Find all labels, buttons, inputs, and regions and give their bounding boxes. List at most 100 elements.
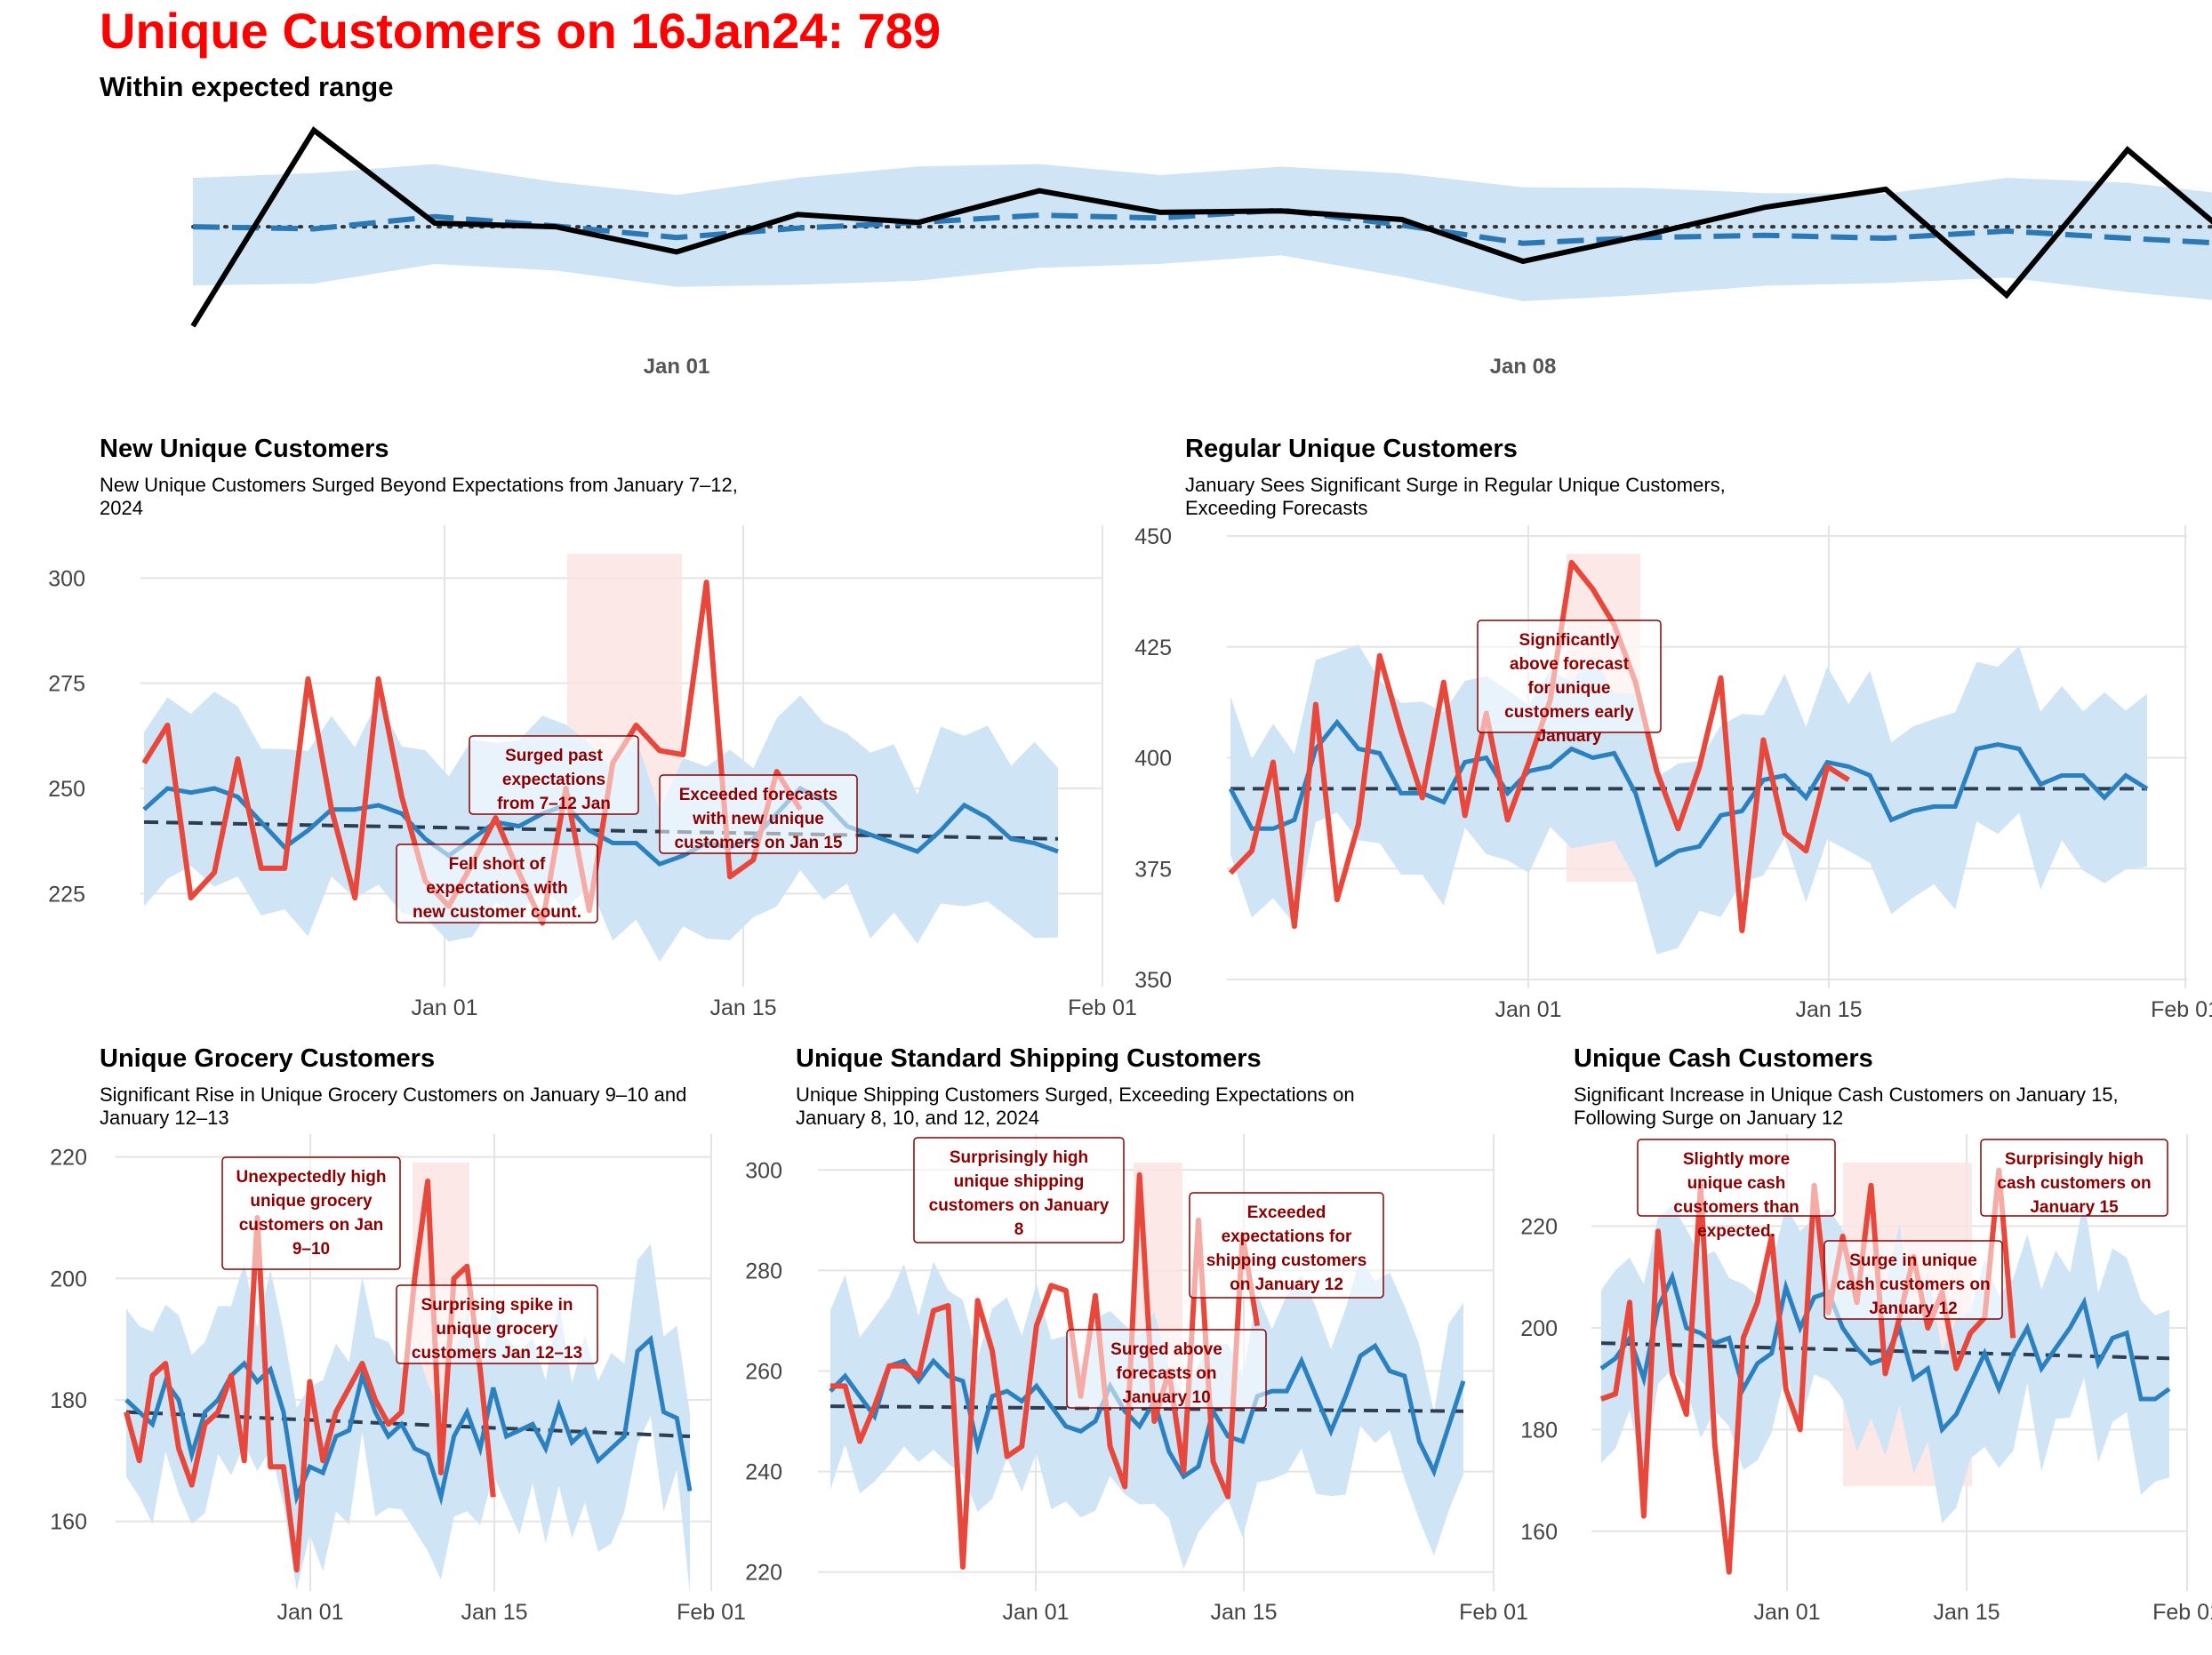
annotation-text: expectations for [1222,1227,1352,1246]
x-tick-label: Jan 15 [1795,997,1862,1022]
annotation-text: with new unique [692,810,824,828]
annotation-text: cash customers on [1997,1174,2151,1193]
panel-title-regular: Regular Unique Customers [1185,435,1518,463]
forecast-line [1228,718,2149,868]
y-tick-label: 180 [1520,1418,1558,1443]
panel-subtitle-regular: January Sees Significant Surge in Regula… [1185,474,1726,519]
annotation-text: forecasts on [1117,1364,1217,1383]
annotation-box [1980,1139,2168,1217]
annotation-box [396,843,598,923]
annotation-text: expectations [502,771,605,789]
y-tick-label: 250 [48,777,85,802]
annotation-box [659,774,858,854]
main-actual-line [190,126,2212,328]
y-tick-label: 300 [745,1158,782,1183]
annotation-box [469,735,639,815]
y-tick-label: 450 [1134,524,1172,549]
y-tick-label: 160 [50,1510,87,1535]
annotation-text: Surprising spike in [421,1296,573,1315]
trend-line [125,1410,691,1438]
panel-title-cash: Unique Cash Customers [1574,1044,1873,1073]
x-tick-label: Feb 01 [2151,997,2212,1022]
annotation-text: January 10 [1122,1388,1210,1407]
y-tick-label: 220 [745,1561,782,1586]
panel-grocery: 160 180 200 220 Jan 01 Jan 15 Feb 01 Unexpected… [50,1134,746,1625]
main-subtitle: Within expected range [100,71,394,102]
y-tick-label: 200 [50,1267,87,1291]
forecast-band [126,1243,690,1594]
annotation-text: January 12 [1869,1299,1957,1318]
annotation-text: Significantly [1519,631,1620,650]
y-tick-label: 300 [48,566,85,591]
annotation-box [396,1284,598,1364]
main-forecast-band [193,164,2212,301]
annotation-text: from 7–12 Jan [497,795,611,813]
panel-title-new: New Unique Customers [100,435,389,463]
y-tick-label: 425 [1134,636,1172,660]
annotation-text: Surged above [1110,1340,1222,1359]
x-tick-label: Jan 15 [461,1600,527,1625]
x-tick-label: Jan 01 [276,1600,343,1625]
y-tick-label: 160 [1520,1520,1558,1545]
x-tick-label: Jan 15 [1210,1600,1277,1625]
main-x-tick-label: Jan 01 [644,355,710,379]
forecast-line [829,1342,1466,1480]
annotation-text: Surged past [505,747,603,765]
annotation-text: customers than [1673,1198,1799,1217]
forecast-line [124,1334,693,1507]
annotation-text: Surge in unique [1849,1251,1977,1270]
y-tick-label: 240 [745,1460,782,1485]
y-tick-label: 220 [1520,1215,1558,1240]
annotation-text: above forecast [1510,655,1630,674]
annotation-text: customers Jan 12–13 [412,1344,582,1363]
panel-new: 225 250 275 300 Jan 01 Jan 15 Feb 01 Surged pas… [48,525,1137,1020]
panel-regular: 350 375 400 425 450 Jan 01 Jan 15 Feb 01 Signifi… [1134,524,2212,1022]
annotation-text: Unexpectedly high [236,1168,387,1187]
annotation-text: unique grocery [436,1320,558,1339]
panel-cash: 160 180 200 220 Jan 01 Jan 15 Feb 01 Slightly m… [1520,1134,2212,1625]
annotation-text: shipping customers [1206,1251,1367,1270]
annotation-text: unique grocery [250,1192,373,1211]
annotation-text: unique shipping [954,1172,1085,1191]
annotation-box [1477,620,1662,733]
y-tick-label: 200 [1520,1316,1558,1341]
y-tick-label: 375 [1134,857,1172,882]
main-title: Unique Customers on 16Jan24: 789 [100,3,942,59]
x-tick-label: Jan 01 [411,995,477,1020]
annotation-text: for unique [1528,679,1611,698]
annotation-box [1066,1329,1267,1409]
annotation-text: customers on Jan [239,1216,384,1235]
x-tick-label: Feb 01 [1068,995,1137,1020]
x-tick-label: Jan 15 [709,995,776,1020]
panel-subtitle-new: New Unique Customers Surged Beyond Expec… [100,474,738,519]
actual-line [124,1179,496,1573]
y-tick-label: 280 [745,1259,782,1283]
annotation-text: Slightly more [1683,1150,1790,1169]
annotation-text: customers on January [929,1196,1110,1215]
x-tick-label: Jan 01 [1002,1600,1069,1625]
annotation-text: January [1537,727,1602,746]
x-tick-label: Jan 01 [1495,997,1561,1022]
annotation-box [1823,1240,2003,1320]
annotation-text: Surprisingly high [2005,1150,2144,1169]
x-tick-label: Jan 01 [1753,1600,1820,1625]
y-tick-label: 180 [50,1388,87,1413]
annotation-text: expectations with [426,879,567,898]
panel-title-grocery: Unique Grocery Customers [100,1044,436,1073]
annotation-text: unique cash [1687,1174,1786,1193]
annotation-box [1189,1192,1384,1299]
y-tick-label: 350 [1134,968,1172,993]
annotation-text: Exceeded forecasts [679,786,838,804]
annotation-text: customers early [1504,703,1634,722]
actual-line [830,1171,1261,1570]
annotation-text: 9–10 [293,1240,330,1259]
x-tick-label: Feb 01 [677,1600,746,1625]
y-tick-label: 220 [50,1146,87,1171]
annotation-text: Fell short of [449,855,546,874]
y-tick-label: 400 [1134,747,1172,772]
y-tick-label: 225 [48,882,85,907]
panel-subtitle-shipping: Unique Shipping Customers Surged, Exceed… [796,1083,1355,1129]
annotation-text: expected. [1697,1222,1775,1241]
annotation-text: new customer count. [413,903,581,922]
